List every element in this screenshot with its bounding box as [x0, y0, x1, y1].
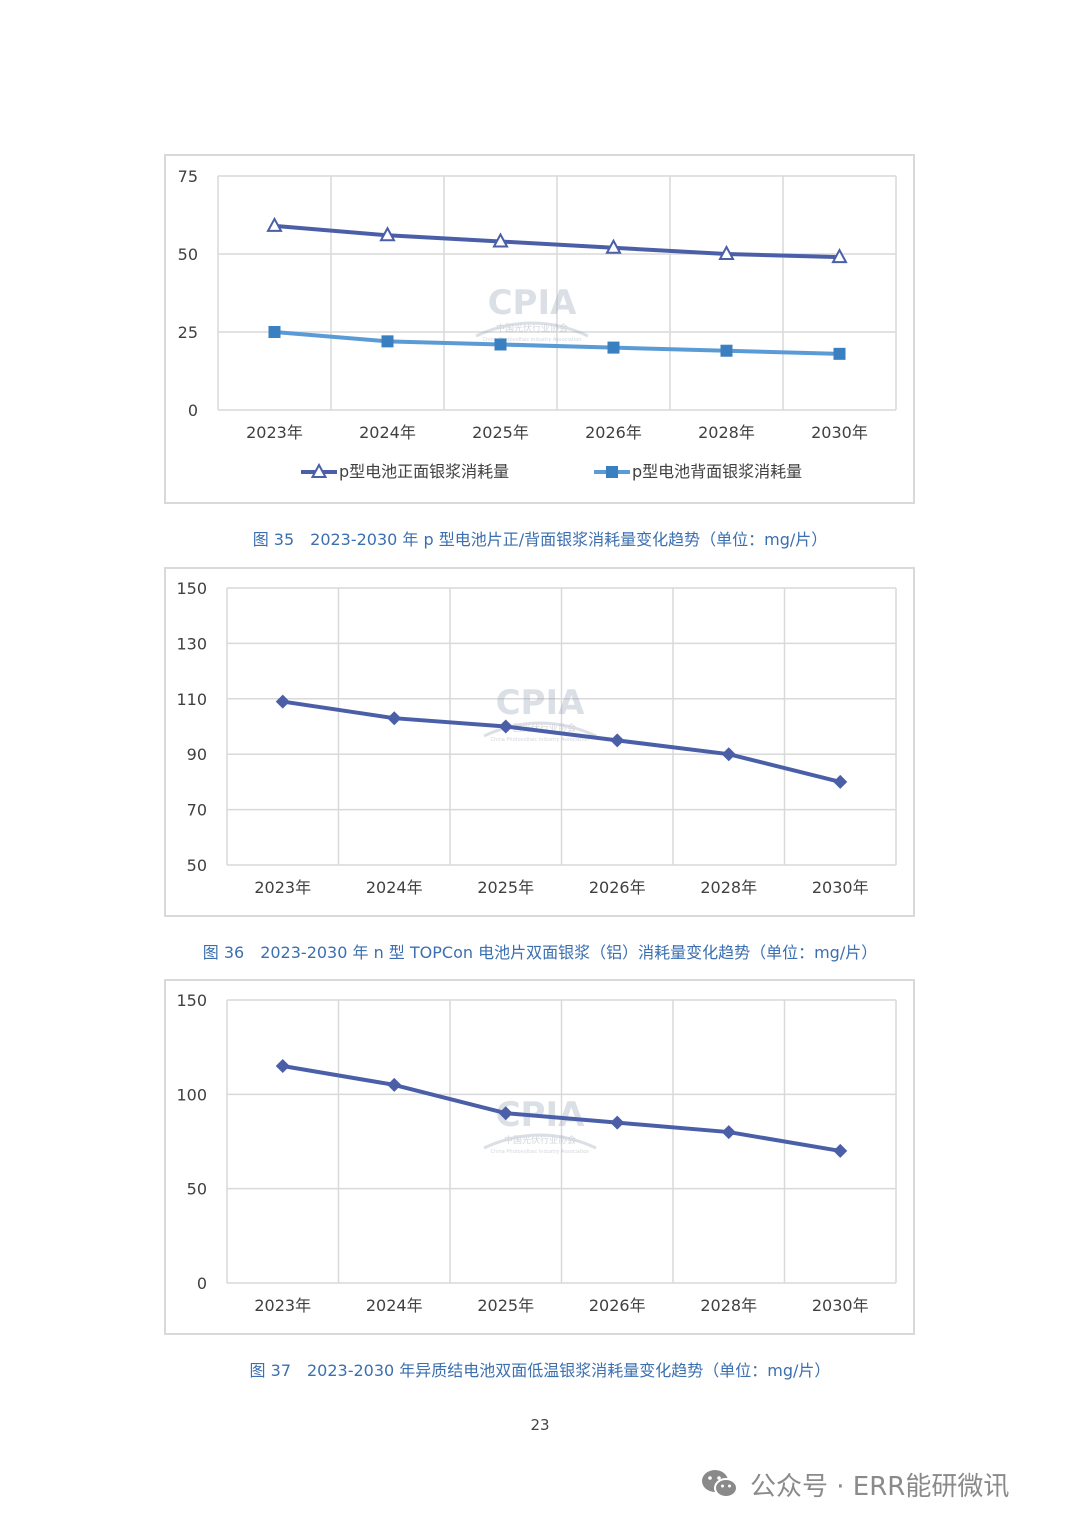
data-point [387, 1077, 402, 1092]
x-tick-label: 2030年 [812, 1296, 869, 1315]
chart-37: 0 50 100 150 2023年 2024年 2025年 2026年 2028年 2030年 C… [176, 991, 897, 1315]
chart-35-caption: 图 35 2023-2030 年 p 型电池片正/背面银浆消耗量变化趋势（单位：… [252, 530, 828, 549]
data-point [610, 733, 625, 748]
series-line [282, 699, 841, 784]
x-tick-label: 2023年 [246, 423, 303, 442]
data-point [718, 244, 735, 260]
legend-label: p型电池正面银浆消耗量 [339, 462, 509, 481]
y-tick-label: 50 [187, 856, 207, 875]
y-tick-label: 90 [187, 745, 207, 764]
y-tick-label: 70 [187, 801, 207, 820]
x-tick-label: 2024年 [366, 1296, 423, 1315]
x-tick-label: 2025年 [472, 423, 529, 442]
data-point [833, 774, 848, 789]
x-tick-label: 2024年 [359, 423, 416, 442]
legend-marker [310, 462, 328, 478]
x-tick-label: 2026年 [585, 423, 642, 442]
y-tick-label: 100 [176, 1085, 207, 1104]
x-tick-label: 2028年 [698, 423, 755, 442]
watermark-english: China Photovoltaic Industry Association [483, 337, 582, 343]
chart-37-frame: 0 50 100 150 2023年 2024年 2025年 2026年 2028年 2030年 C… [164, 979, 915, 1335]
data-point [721, 747, 736, 762]
watermark-subtitle: 中国光伏行业协会 [496, 322, 568, 334]
data-point [498, 1106, 513, 1121]
data-point [268, 326, 281, 338]
data-point [381, 335, 394, 348]
data-point [498, 719, 513, 734]
footer: 公众号 · ERR能研微讯 [700, 1462, 1009, 1506]
chart-35: 0 25 50 75 2023年 2024年 2025年 2026年 2028年 2030年 CPI… [178, 167, 897, 481]
watermark-english: China Photovoltaic Industry Association [491, 1149, 590, 1155]
data-point [831, 248, 848, 264]
plot-grid [226, 587, 897, 866]
wechat-icon [702, 1470, 738, 1498]
watermark-english: China Photovoltaic Industry Association [491, 737, 590, 743]
plot-grid [226, 999, 897, 1284]
chart-36-frame: 50 70 90 110 130 150 2023年 2024年 2025年 2026年 2028年… [164, 567, 915, 917]
x-tick-label: 2024年 [366, 878, 423, 897]
plot-grid [217, 175, 897, 411]
y-tick-label: 130 [176, 634, 207, 653]
x-tick-label: 2023年 [254, 878, 311, 897]
data-point [833, 1143, 848, 1158]
page-number: 23 [530, 1416, 550, 1434]
series-line [274, 223, 840, 260]
watermark-arc [475, 321, 589, 338]
watermark-arc [483, 721, 597, 738]
x-tick-label: 2023年 [254, 1296, 311, 1315]
watermark-title: CPIA [488, 283, 578, 323]
data-point [379, 226, 396, 242]
x-tick-label: 2030年 [812, 878, 869, 897]
x-tick-label: 2030年 [811, 423, 868, 442]
x-tick-label: 2028年 [700, 1296, 757, 1315]
data-point [492, 232, 509, 248]
y-tick-label: 110 [176, 690, 207, 709]
chart-37-caption: 图 37 2023-2030 年异质结电池双面低温银浆消耗量变化趋势（单位：mg… [249, 1361, 831, 1380]
y-tick-label: 0 [188, 401, 198, 420]
x-tick-label: 2026年 [589, 1296, 646, 1315]
legend-item: p型电池背面银浆消耗量 [594, 462, 802, 481]
watermark-arc [483, 1133, 597, 1150]
watermark-title: CPIA [496, 683, 586, 723]
y-tick-label: 150 [176, 991, 207, 1010]
data-point [605, 238, 622, 254]
data-point [833, 347, 846, 360]
data-point [720, 344, 733, 357]
y-tick-label: 50 [178, 245, 198, 264]
x-tick-label: 2025年 [477, 878, 534, 897]
y-tick-label: 25 [178, 323, 198, 342]
chart-36: 50 70 90 110 130 150 2023年 2024年 2025年 2026年 2028年… [176, 579, 897, 897]
watermark-subtitle: 中国光伏行业协会 [504, 1134, 576, 1146]
y-tick-label: 0 [197, 1274, 207, 1293]
x-tick-label: 2025年 [477, 1296, 534, 1315]
legend-marker [606, 466, 618, 478]
legend-item: p型电池正面银浆消耗量 [301, 462, 509, 481]
x-tick-label: 2026年 [589, 878, 646, 897]
y-tick-label: 50 [187, 1180, 207, 1199]
data-point [266, 216, 283, 232]
data-point [721, 1125, 736, 1140]
data-point [275, 694, 290, 709]
data-point [387, 711, 402, 726]
y-tick-label: 150 [176, 579, 207, 598]
x-tick-label: 2028年 [700, 878, 757, 897]
chart-36-caption: 图 36 2023-2030 年 n 型 TOPCon 电池片双面银浆（铝）消耗… [202, 943, 878, 962]
data-point [275, 1059, 290, 1074]
data-point [607, 341, 620, 354]
y-tick-label: 75 [178, 167, 198, 186]
series-line [274, 330, 840, 356]
chart-35-frame: 0 25 50 75 2023年 2024年 2025年 2026年 2028年 2030年 CPI… [164, 154, 915, 504]
data-point [494, 338, 507, 351]
footer-text: 公众号 · ERR能研微讯 [750, 1471, 1010, 1502]
legend-label: p型电池背面银浆消耗量 [632, 462, 802, 481]
data-point [610, 1115, 625, 1130]
series-line [282, 1064, 841, 1153]
